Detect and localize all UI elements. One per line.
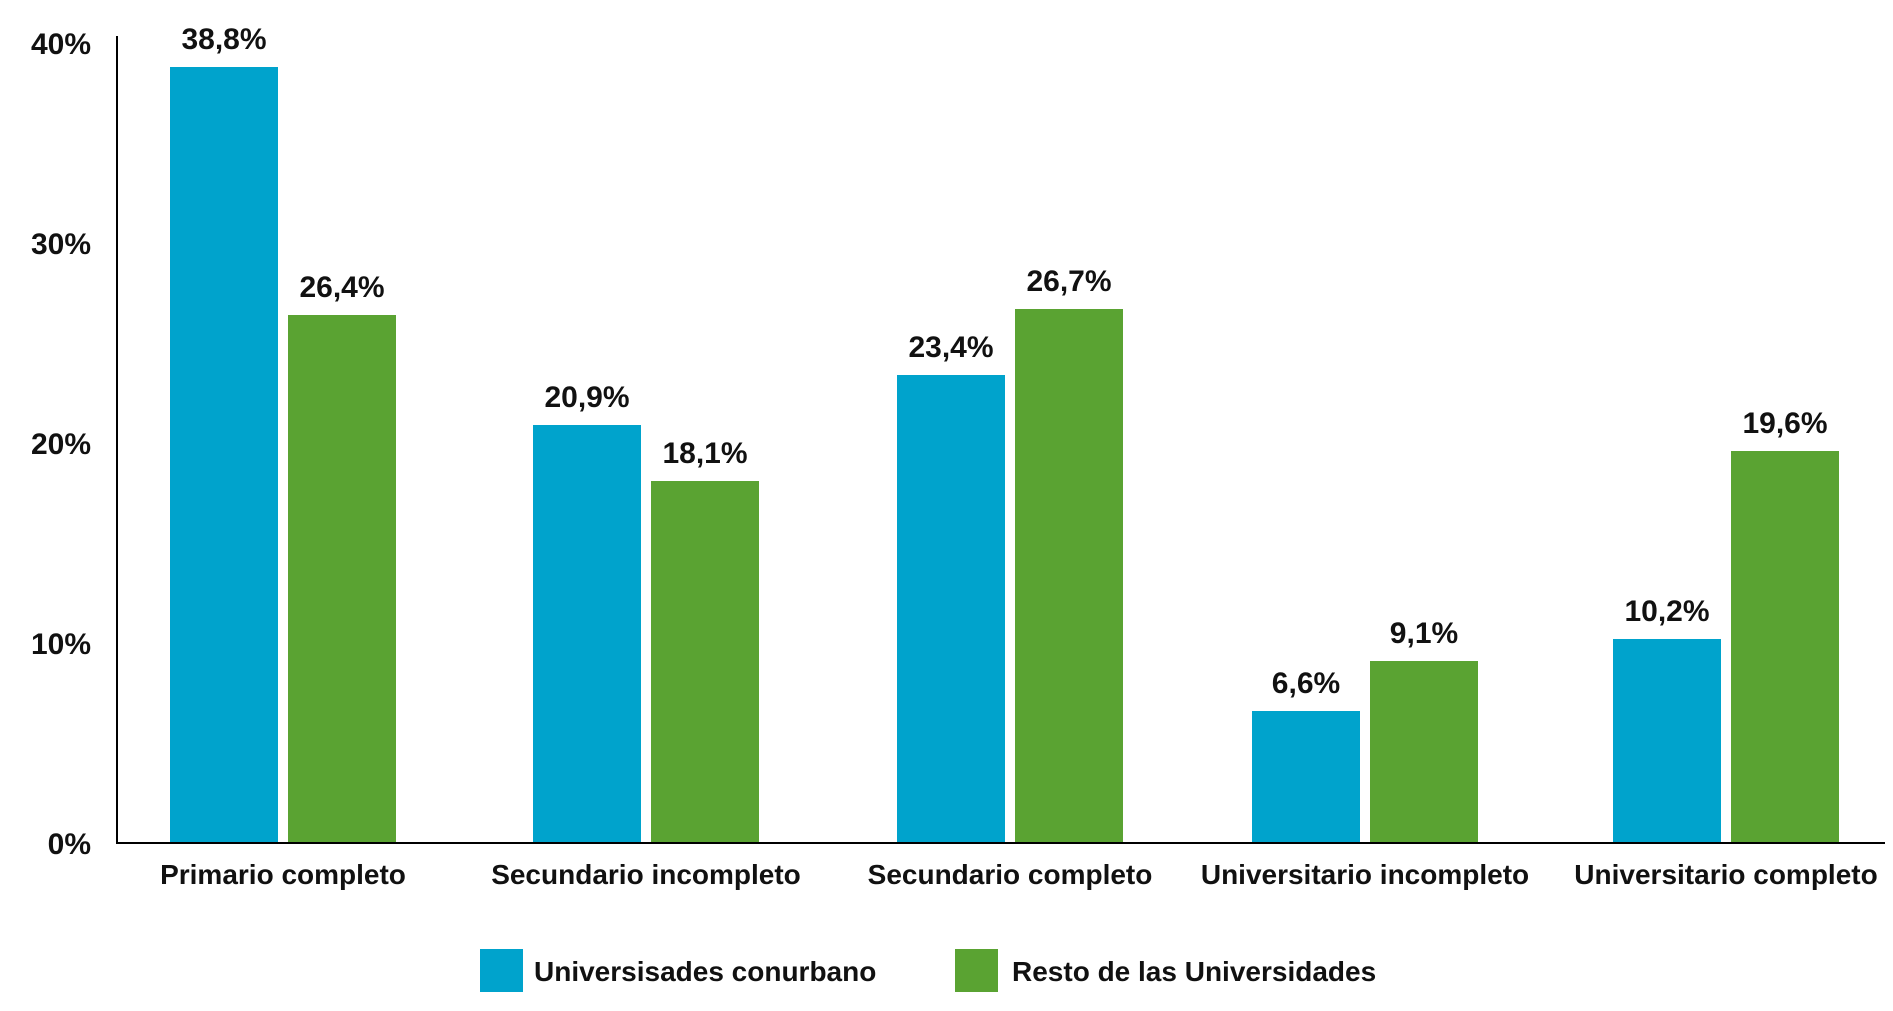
category-label: Primario completo [160,859,406,890]
bar-conurbano-4 [1613,639,1721,843]
data-label: 18,1% [662,437,747,470]
category-label: Universitario incompleto [1201,859,1529,890]
bar-resto-3 [1370,661,1478,843]
data-labels: 38,8% 20,9% 23,4% 6,6% 10,2% 26,4% 18,1% 26,7% 9… [181,23,1827,700]
category-label: Secundario completo [868,859,1153,890]
category-label: Secundario incompleto [491,859,801,890]
legend: Universisades conurbano Resto de las Univ… [480,949,1376,992]
bar-resto-2 [1015,309,1123,843]
data-label: 20,9% [544,381,629,414]
legend-swatch [480,949,523,992]
data-label: 38,8% [181,23,266,56]
legend-label: Resto de las Universidades [1012,956,1376,987]
data-label: 6,6% [1272,667,1340,700]
bar-conurbano-3 [1252,711,1360,843]
y-tick-label: 0% [48,828,91,861]
category-label: Universitario completo [1574,859,1877,890]
y-tick-label: 30% [31,228,91,261]
legend-label: Universisades conurbano [534,956,876,987]
y-tick-label: 20% [31,428,91,461]
data-label: 9,1% [1390,617,1458,650]
bars [170,67,1839,843]
data-label: 26,7% [1026,265,1111,298]
data-label: 23,4% [908,331,993,364]
y-axis-ticks: 0% 10% 20% 30% 40% [31,28,91,861]
category-labels: Primario completo Secundario incompleto Se… [160,859,1878,890]
bar-resto-1 [651,481,759,843]
bar-conurbano-0 [170,67,278,843]
data-label: 26,4% [299,271,384,304]
data-label: 10,2% [1624,595,1709,628]
y-tick-label: 10% [31,628,91,661]
bar-conurbano-1 [533,425,641,843]
bar-resto-4 [1731,451,1839,843]
y-tick-label: 40% [31,28,91,61]
data-label: 19,6% [1742,407,1827,440]
legend-swatch [955,949,998,992]
bar-resto-0 [288,315,396,843]
bar-conurbano-2 [897,375,1005,843]
